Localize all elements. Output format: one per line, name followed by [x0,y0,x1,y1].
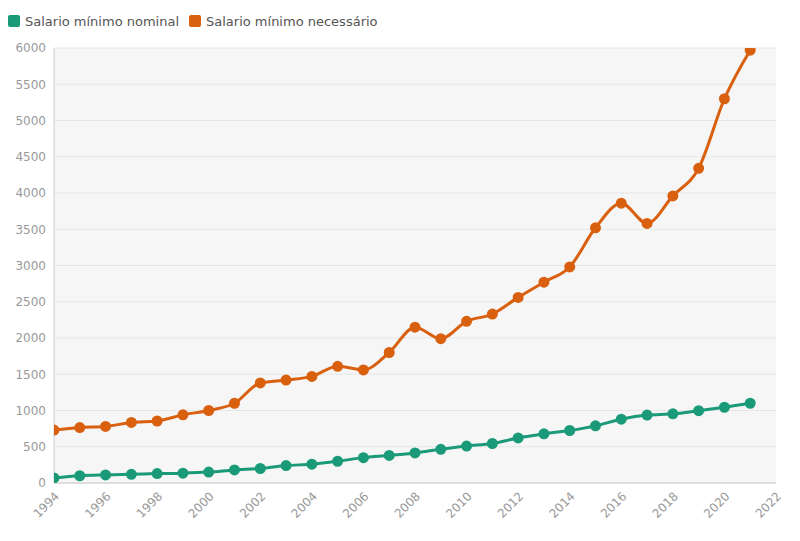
svg-text:2002: 2002 [237,489,268,520]
svg-text:1996: 1996 [82,489,113,520]
svg-text:2000: 2000 [15,331,46,345]
svg-text:2010: 2010 [443,489,474,520]
svg-text:2014: 2014 [546,489,577,520]
svg-text:1994: 1994 [31,489,62,520]
svg-text:2008: 2008 [392,489,423,520]
svg-text:3000: 3000 [15,259,46,273]
svg-text:2500: 2500 [15,295,46,309]
svg-text:5500: 5500 [15,78,46,92]
svg-text:0: 0 [38,476,46,490]
svg-text:4500: 4500 [15,150,46,164]
svg-text:1998: 1998 [134,489,165,520]
svg-text:2020: 2020 [701,489,732,520]
svg-text:1500: 1500 [15,368,46,382]
svg-text:2006: 2006 [340,489,371,520]
svg-text:2000: 2000 [185,489,216,520]
svg-text:2004: 2004 [289,489,320,520]
svg-text:2018: 2018 [650,489,681,520]
svg-text:1000: 1000 [15,404,46,418]
svg-text:2022: 2022 [753,489,784,520]
svg-text:6000: 6000 [15,41,46,55]
svg-text:4000: 4000 [15,186,46,200]
html-text:Salario mínimo necessário: Salario mínimo necessário [206,13,378,29]
svg-text:500: 500 [23,440,46,454]
svg-text:2016: 2016 [598,489,629,520]
html-text:Salario mínimo nominal: Salario mínimo nominal [25,13,179,29]
svg-text:3500: 3500 [15,223,46,237]
svg-text:2012: 2012 [495,489,526,520]
svg-text:5000: 5000 [15,114,46,128]
